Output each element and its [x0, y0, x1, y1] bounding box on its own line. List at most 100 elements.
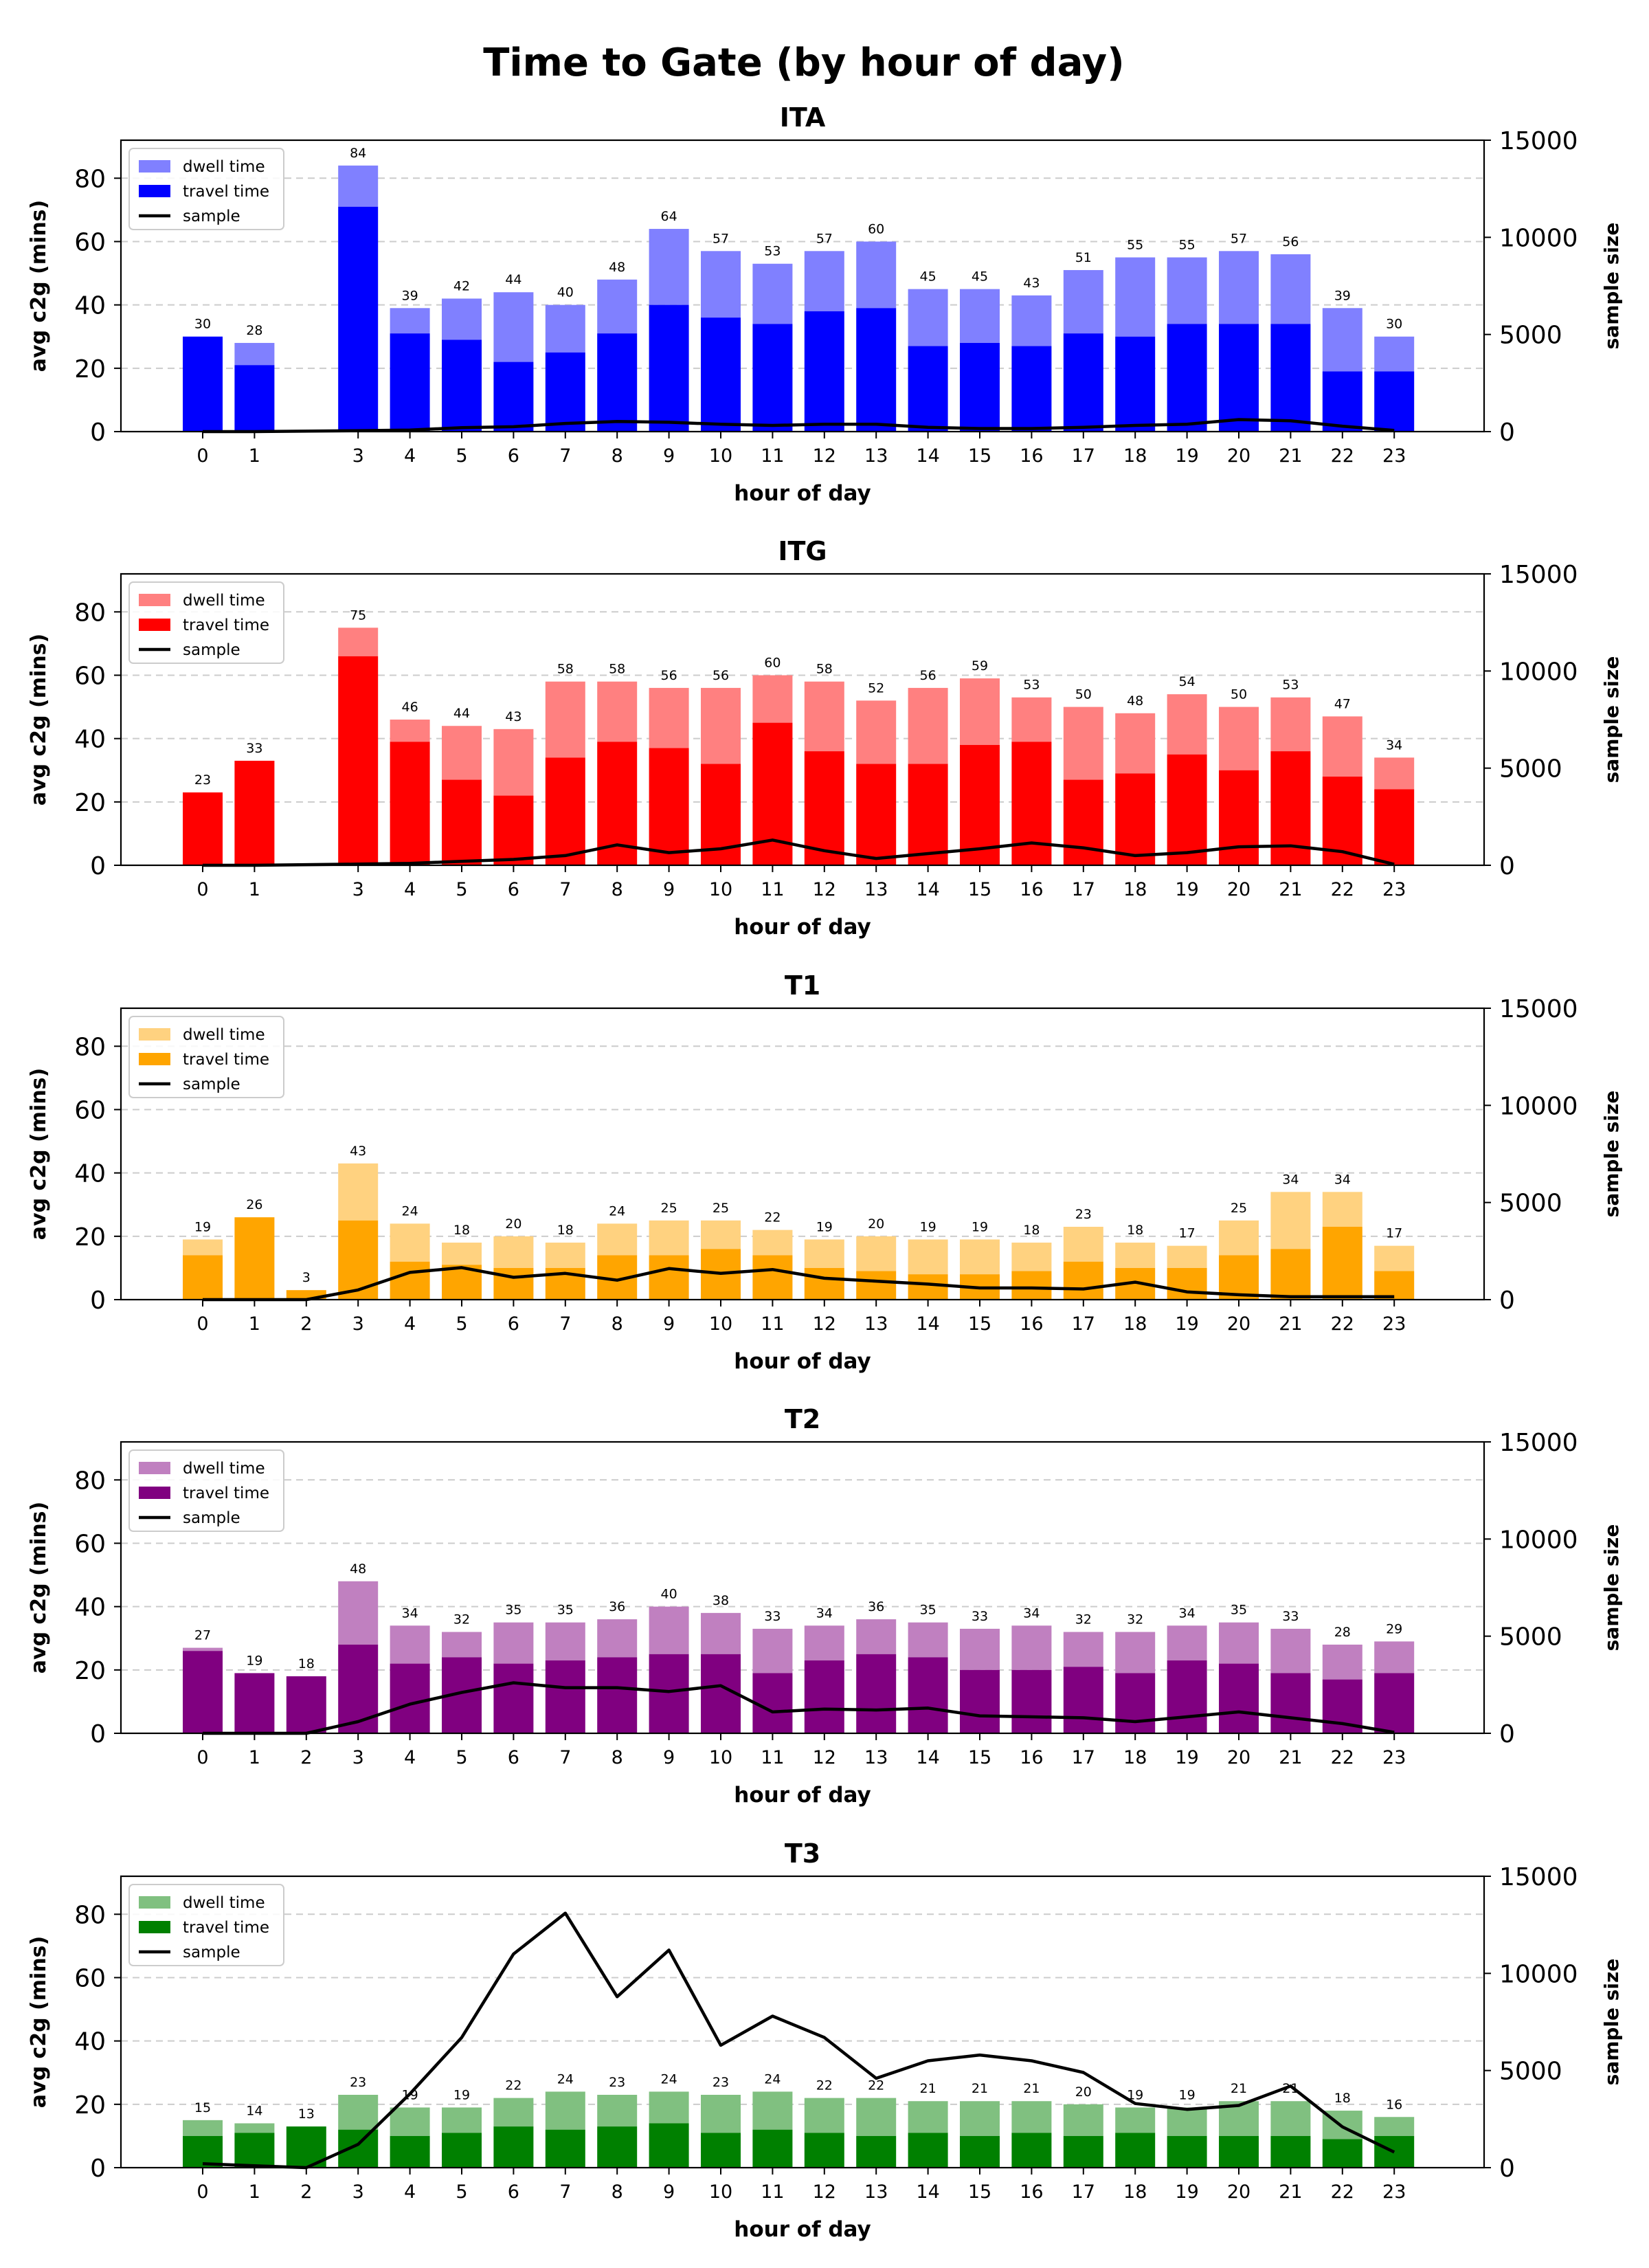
- legend: dwell time travel time sample: [128, 1449, 284, 1532]
- bar-total-label: 20: [505, 1216, 521, 1232]
- dwell-bar: [752, 1628, 793, 1674]
- dwell-bar: [908, 2101, 948, 2133]
- x-tick-label: 3: [352, 2181, 364, 2203]
- legend-swatch-dwell: [139, 160, 170, 173]
- bar-total-label: 24: [609, 1203, 625, 1219]
- x-tick-label: 6: [508, 1313, 519, 1335]
- travel-bar: [649, 1654, 689, 1733]
- travel-bar: [1374, 1673, 1415, 1733]
- bar-total-label: 43: [350, 1144, 366, 1159]
- travel-bar: [960, 342, 1000, 432]
- legend: dwell time travel time sample: [128, 148, 284, 230]
- x-tick-label: 3: [352, 1313, 364, 1335]
- axes-frame: [120, 1875, 1485, 2169]
- dwell-bar: [1374, 757, 1415, 790]
- legend: dwell time travel time sample: [128, 1884, 284, 1966]
- travel-bar: [1219, 1255, 1259, 1300]
- bar-total-label: 54: [1179, 674, 1196, 689]
- legend-label-travel: travel time: [183, 1919, 269, 1937]
- legend-swatch-dwell: [139, 1462, 170, 1474]
- dwell-bar: [1167, 694, 1207, 755]
- y-tick-label: 80: [74, 1901, 106, 1929]
- y-tick-label: 40: [74, 292, 106, 320]
- travel-bar: [545, 2129, 585, 2168]
- travel-bar: [804, 751, 844, 865]
- bar-total-label: 36: [609, 1599, 625, 1614]
- travel-bar: [1270, 2135, 1311, 2168]
- travel-bar: [1167, 2135, 1207, 2168]
- travel-bar: [960, 1669, 1000, 1733]
- dwell-bar: [493, 1622, 534, 1664]
- panel-title: ITA: [780, 102, 826, 133]
- x-tick-label: 22: [1331, 2181, 1354, 2203]
- x-tick-label: 6: [508, 2181, 519, 2203]
- bar-total-label: 15: [194, 2100, 211, 2115]
- dwell-bar: [1011, 697, 1052, 742]
- dwell-bar: [1270, 1628, 1311, 1674]
- dwell-bar: [1374, 1641, 1415, 1674]
- x-tick-label: 23: [1382, 1747, 1406, 1768]
- legend-swatch-travel: [139, 185, 170, 197]
- x-tick-label: 3: [352, 879, 364, 900]
- panel-title: T3: [785, 1838, 820, 1869]
- bar-total-label: 52: [868, 680, 884, 696]
- bar-total-label: 30: [1386, 317, 1402, 332]
- x-tick-label: 5: [456, 879, 467, 900]
- x-tick-label: 23: [1382, 879, 1406, 900]
- x-tick-label: 22: [1331, 879, 1354, 900]
- bar-total-label: 43: [505, 709, 521, 724]
- legend-label-sample: sample: [183, 208, 240, 225]
- bar-total-label: 34: [816, 1605, 833, 1621]
- bar-total-label: 23: [1075, 1207, 1092, 1222]
- dwell-bar: [908, 1622, 948, 1658]
- bar-total-label: 19: [453, 2087, 470, 2102]
- travel-bar: [183, 2135, 223, 2168]
- legend-label-sample: sample: [183, 1076, 240, 1093]
- bar-total-label: 18: [298, 1656, 315, 1671]
- bar-total-label: 25: [1231, 1201, 1247, 1216]
- x-tick-label: 16: [1020, 2181, 1043, 2203]
- y-tick-label: 0: [90, 852, 106, 880]
- x-tick-label: 15: [968, 2181, 991, 2203]
- bar-total-label: 34: [1282, 1172, 1299, 1187]
- dwell-bar: [390, 2107, 430, 2136]
- dwell-bar: [1219, 251, 1259, 324]
- legend-label-dwell: dwell time: [183, 1460, 265, 1478]
- y-tick-label: 80: [74, 599, 106, 627]
- dwell-bar: [960, 289, 1000, 343]
- bar-total-label: 57: [713, 231, 729, 246]
- dwell-bar: [752, 1230, 793, 1256]
- y2-tick-label: 0: [1499, 1287, 1515, 1315]
- dwell-bar: [856, 1619, 897, 1654]
- dwell-bar: [390, 308, 430, 334]
- x-tick-label: 1: [249, 879, 260, 900]
- x-tick-label: 11: [761, 1313, 784, 1335]
- x-tick-label: 11: [761, 1747, 784, 1768]
- legend-swatch-travel: [139, 619, 170, 631]
- dwell-bar: [390, 1223, 430, 1262]
- bar-total-label: 33: [972, 1609, 988, 1624]
- x-tick-label: 22: [1331, 1747, 1354, 1768]
- bar-total-label: 53: [1023, 678, 1040, 693]
- dwell-bar: [701, 1612, 741, 1654]
- travel-bar: [752, 1673, 793, 1733]
- bar-total-label: 20: [1075, 2084, 1092, 2100]
- x-axis-label: hour of day: [734, 2217, 871, 2242]
- travel-bar: [390, 1261, 430, 1300]
- x-tick-label: 10: [709, 2181, 732, 2203]
- x-tick-label: 3: [352, 445, 364, 467]
- travel-bar: [493, 1267, 534, 1300]
- x-tick-label: 19: [1175, 1747, 1198, 1768]
- bar-total-label: 24: [764, 2071, 781, 2087]
- bar-total-label: 19: [194, 1219, 211, 1234]
- x-tick-label: 7: [559, 2181, 571, 2203]
- dwell-bar: [1167, 1625, 1207, 1660]
- legend-label-travel: travel time: [183, 1485, 269, 1502]
- bar-total-label: 44: [505, 272, 521, 287]
- bar-total-label: 22: [868, 2078, 884, 2093]
- bar-total-label: 30: [194, 317, 211, 332]
- travel-bar: [1167, 1267, 1207, 1300]
- dwell-bar: [597, 1619, 638, 1658]
- travel-bar: [1219, 1663, 1259, 1733]
- travel-bar: [649, 1255, 689, 1300]
